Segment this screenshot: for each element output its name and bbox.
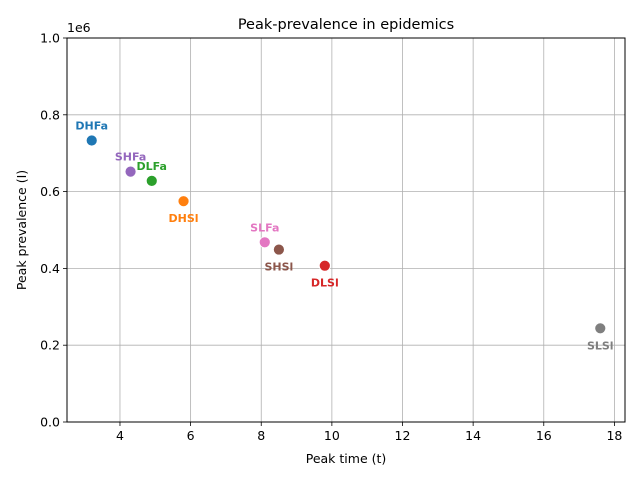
x-tick-label: 4 xyxy=(116,428,124,443)
x-tick-label: 12 xyxy=(395,428,411,443)
y-tick-label: 1.0 xyxy=(40,31,60,46)
point-label-dhsl: DHSl xyxy=(169,212,199,225)
data-point-shsl xyxy=(272,243,285,256)
data-point-slsl xyxy=(594,322,607,335)
y-tick-label: 0.4 xyxy=(40,261,60,276)
data-point-dhsl xyxy=(177,195,190,208)
point-label-dhfa: DHFa xyxy=(75,120,108,133)
point-label-slsl: SLSl xyxy=(587,339,614,352)
data-point-dlfa xyxy=(145,174,158,187)
point-label-dlsl: DLSl xyxy=(311,277,339,290)
y-axis-ticks: 0.0 0.2 0.4 0.6 0.8 1.0 xyxy=(40,31,67,430)
x-tick-label: 14 xyxy=(465,428,481,443)
y-tick-label: 0.6 xyxy=(40,184,60,199)
data-points: DHFa DHSl DLFa DLSl SHFa SHSl SLFa SLSl xyxy=(75,120,613,353)
data-point-slfa xyxy=(258,236,271,249)
data-point-dlsl xyxy=(318,259,331,272)
x-tick-label: 8 xyxy=(257,428,265,443)
x-tick-label: 6 xyxy=(187,428,195,443)
y-tick-label: 0.2 xyxy=(40,338,60,353)
x-tick-label: 18 xyxy=(606,428,622,443)
plot-frame xyxy=(66,37,626,423)
x-axis-label: Peak time (t) xyxy=(306,451,387,466)
y-tick-label: 0.8 xyxy=(40,107,60,122)
data-point-dhfa xyxy=(85,134,98,147)
y-offset-label: 1e6 xyxy=(67,20,91,35)
y-axis-label: Peak prevalence (I) xyxy=(14,170,29,290)
point-label-slfa: SLFa xyxy=(250,221,279,234)
x-axis-ticks: 4 6 8 10 12 14 16 18 xyxy=(116,422,622,443)
point-label-shfa: SHFa xyxy=(115,151,146,164)
y-tick-label: 0.0 xyxy=(40,415,60,430)
x-tick-label: 16 xyxy=(536,428,552,443)
point-label-shsl: SHSl xyxy=(264,261,293,274)
x-tick-label: 10 xyxy=(324,428,340,443)
grid-lines xyxy=(67,37,625,423)
point-label-dlfa: DLFa xyxy=(137,160,167,173)
chart-title: Peak-prevalence in epidemics xyxy=(238,17,454,33)
data-point-shfa xyxy=(124,165,137,178)
